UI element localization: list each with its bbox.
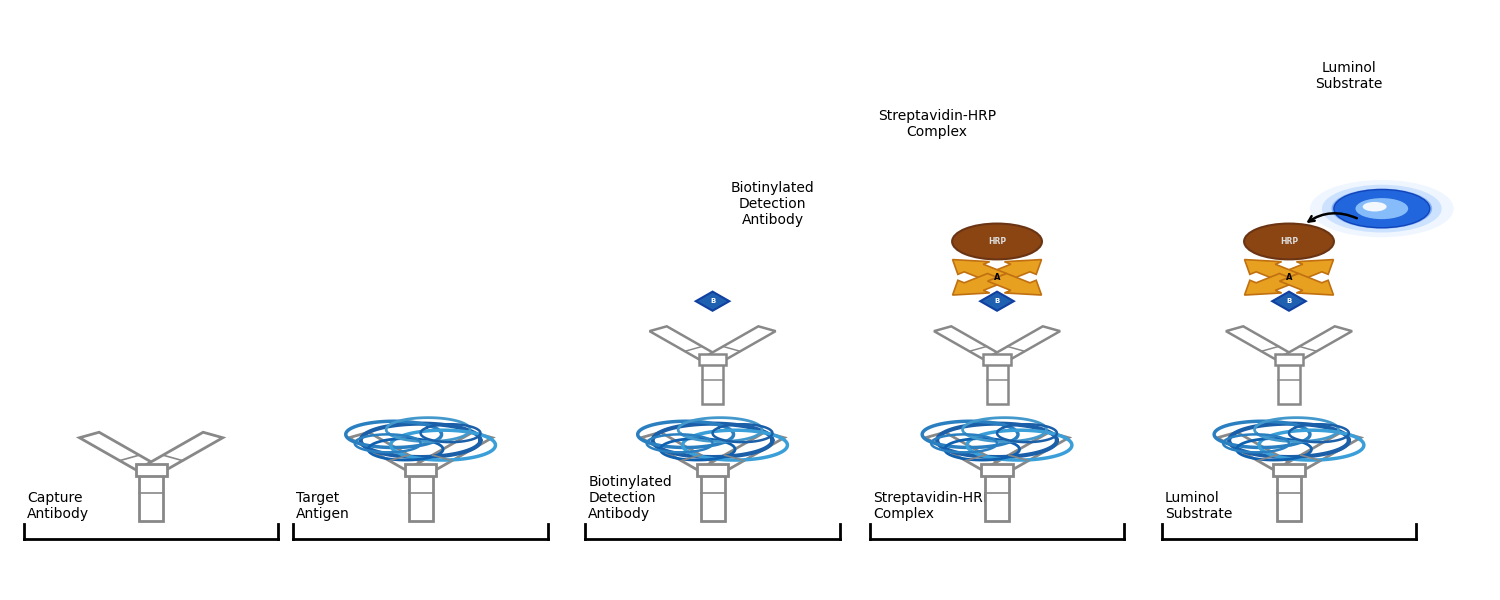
- Polygon shape: [1280, 432, 1360, 473]
- Polygon shape: [80, 432, 160, 473]
- Polygon shape: [650, 326, 722, 362]
- Bar: [699, 354, 726, 365]
- FancyArrow shape: [1245, 274, 1299, 295]
- Bar: [1278, 360, 1299, 404]
- Circle shape: [1334, 190, 1430, 228]
- Polygon shape: [704, 326, 776, 362]
- Text: B: B: [710, 298, 716, 304]
- Text: Biotinylated
Detection
Antibody: Biotinylated Detection Antibody: [730, 181, 815, 227]
- Bar: [1275, 354, 1302, 365]
- Text: A: A: [1286, 273, 1292, 282]
- Text: Target
Antigen: Target Antigen: [297, 491, 350, 521]
- Polygon shape: [696, 292, 729, 311]
- Polygon shape: [926, 432, 1007, 473]
- Polygon shape: [704, 432, 785, 473]
- Bar: [1276, 470, 1300, 521]
- Bar: [987, 360, 1008, 404]
- Polygon shape: [350, 432, 430, 473]
- Circle shape: [1362, 202, 1386, 211]
- Bar: [986, 470, 1010, 521]
- FancyArrow shape: [952, 274, 1006, 295]
- Text: Capture
Antibody: Capture Antibody: [27, 491, 88, 521]
- Circle shape: [1332, 188, 1432, 229]
- Bar: [405, 464, 436, 476]
- Polygon shape: [411, 432, 492, 473]
- Bar: [981, 464, 1012, 476]
- Text: HRP: HRP: [988, 237, 1006, 246]
- Bar: [702, 360, 723, 404]
- Bar: [984, 354, 1011, 365]
- Bar: [135, 464, 166, 476]
- Bar: [408, 470, 432, 521]
- Polygon shape: [1226, 326, 1298, 362]
- Polygon shape: [988, 326, 1060, 362]
- FancyArrow shape: [987, 274, 1041, 295]
- Circle shape: [952, 224, 1042, 259]
- Circle shape: [1310, 180, 1454, 237]
- Bar: [1274, 464, 1305, 476]
- FancyArrow shape: [1245, 260, 1299, 281]
- FancyArrow shape: [987, 260, 1041, 281]
- Text: A: A: [994, 273, 1000, 282]
- Polygon shape: [934, 326, 1005, 362]
- Bar: [700, 470, 724, 521]
- Text: B: B: [1287, 298, 1292, 304]
- Polygon shape: [1218, 432, 1299, 473]
- Polygon shape: [981, 292, 1014, 311]
- FancyArrow shape: [1280, 260, 1334, 281]
- Text: B: B: [994, 298, 999, 304]
- Polygon shape: [141, 432, 224, 473]
- Text: Biotinylated
Detection
Antibody: Biotinylated Detection Antibody: [588, 475, 672, 521]
- Text: Streptavidin-HRP
Complex: Streptavidin-HRP Complex: [873, 491, 992, 521]
- Bar: [140, 470, 164, 521]
- Text: Streptavidin-HRP
Complex: Streptavidin-HRP Complex: [878, 109, 996, 139]
- Bar: [698, 464, 728, 476]
- Polygon shape: [1281, 326, 1352, 362]
- Text: Luminol
Substrate: Luminol Substrate: [1316, 61, 1383, 91]
- Text: Luminol
Substrate: Luminol Substrate: [1164, 491, 1232, 521]
- Text: HRP: HRP: [1280, 237, 1298, 246]
- Polygon shape: [987, 432, 1068, 473]
- FancyArrow shape: [1280, 274, 1334, 295]
- Polygon shape: [1272, 292, 1306, 311]
- Circle shape: [1356, 198, 1408, 219]
- Circle shape: [1244, 224, 1334, 259]
- FancyArrow shape: [952, 260, 1006, 281]
- Circle shape: [1322, 185, 1442, 233]
- Polygon shape: [640, 432, 723, 473]
